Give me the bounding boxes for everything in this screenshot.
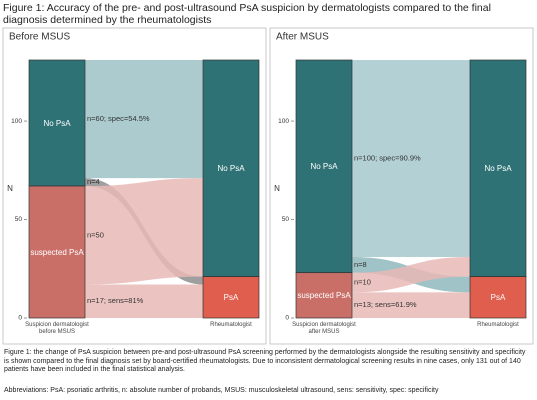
stratum xyxy=(469,59,527,277)
y-tick-label: 100 xyxy=(11,118,22,125)
figure-title: Figure 1: Accuracy of the pre- and post-… xyxy=(3,2,491,26)
panel-border xyxy=(269,27,534,345)
stratum xyxy=(295,272,353,319)
y-tick-label: 0 xyxy=(18,315,22,322)
flow xyxy=(85,178,203,285)
flow xyxy=(352,256,470,293)
flow xyxy=(85,284,203,318)
stratum-label: No PsA xyxy=(217,163,245,173)
panel-border xyxy=(2,27,267,345)
panel-title: Before MSUS xyxy=(9,32,70,43)
x-axis-label: Rheumatologist xyxy=(477,322,519,328)
stratum-label: PsA xyxy=(223,292,239,302)
y-axis-label: N xyxy=(274,184,280,193)
flow-label: n=8 xyxy=(354,260,367,269)
stratum xyxy=(28,185,86,319)
stratum xyxy=(202,276,260,319)
caption: Figure 1: the change of PsA suspicion be… xyxy=(4,349,526,374)
stratum-label: No PsA xyxy=(43,118,71,128)
x-axis-label: Rheumatologist xyxy=(210,322,252,328)
y-tick-label: 0 xyxy=(285,315,289,322)
y-tick-label: 50 xyxy=(15,216,23,223)
y-tick-label: 100 xyxy=(278,118,289,125)
y-tick-label: 50 xyxy=(282,216,290,223)
stratum xyxy=(469,276,527,319)
flow-label: n=50 xyxy=(87,230,104,239)
flow-label: n=100; spec=90.9% xyxy=(354,153,421,162)
flow xyxy=(85,60,203,179)
stratum-label: No PsA xyxy=(310,161,338,171)
flow xyxy=(352,292,470,318)
stratum xyxy=(295,59,353,274)
stratum xyxy=(202,59,260,277)
panel-title: After MSUS xyxy=(276,32,329,43)
stratum-label: No PsA xyxy=(484,163,512,173)
flow-label: n=13; sens=61.9% xyxy=(354,300,417,309)
x-axis-label: Suspicion dermatologist after MSUS xyxy=(292,322,356,335)
flow xyxy=(352,60,470,257)
flow-label: n=10 xyxy=(354,278,371,287)
stratum-label: suspected PsA xyxy=(30,247,84,257)
stratum-label: suspected PsA xyxy=(297,290,351,300)
x-axis-label: Suspicion dermatologist before MSUS xyxy=(25,322,89,335)
flow-label: n=17; sens=81% xyxy=(87,296,144,305)
abbreviations: Abbreviations: PsA: psoriatic arthritis,… xyxy=(4,387,439,394)
stratum-label: PsA xyxy=(490,292,506,302)
flow-label: n=60; spec=54.5% xyxy=(87,114,150,123)
flow-label: n=4 xyxy=(87,177,100,186)
y-axis-label: N xyxy=(7,184,13,193)
